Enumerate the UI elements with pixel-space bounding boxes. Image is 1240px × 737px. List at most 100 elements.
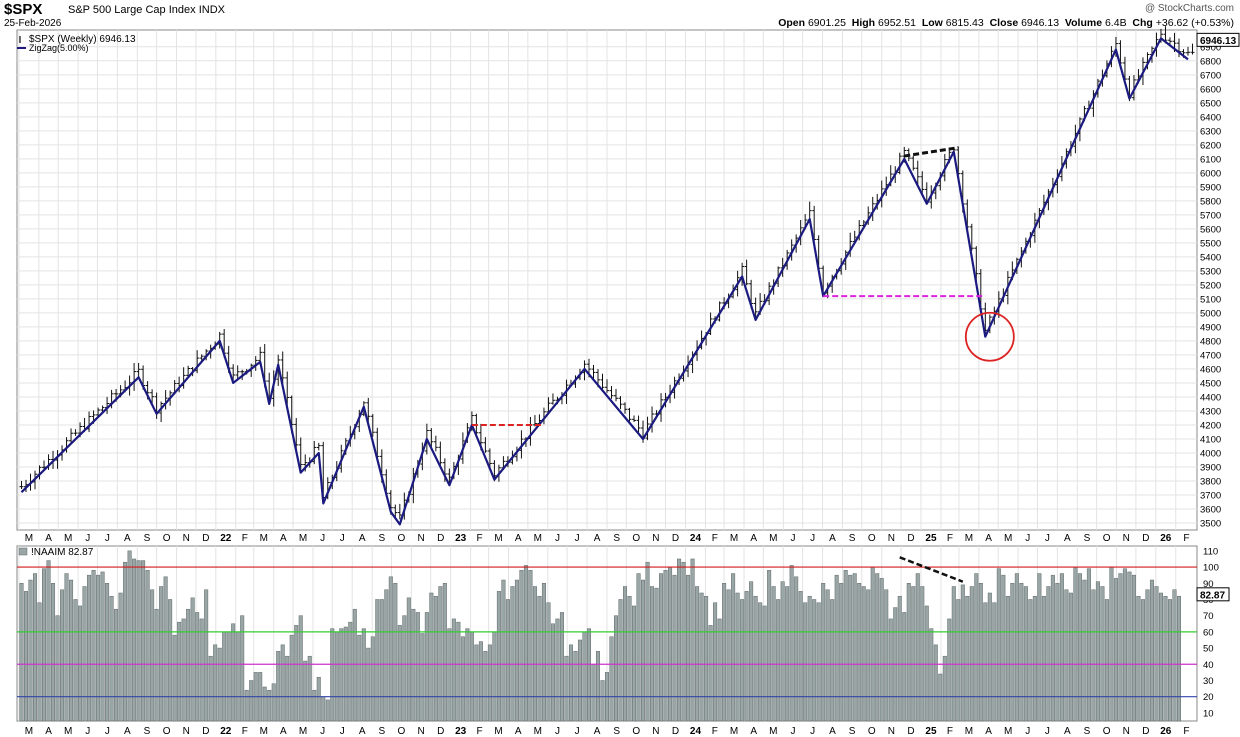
naaim-x-tick-label: D xyxy=(202,726,209,737)
naaim-x-tick-label: O xyxy=(632,726,640,737)
naaim-bar xyxy=(1068,592,1073,722)
naaim-bar xyxy=(1055,583,1060,722)
naaim-bar xyxy=(375,599,380,722)
naaim-bar xyxy=(852,573,857,722)
naaim-bar xyxy=(33,573,38,722)
naaim-bar xyxy=(1086,568,1091,722)
naaim-x-tick-label: F xyxy=(477,726,483,737)
naaim-bar xyxy=(541,583,546,722)
naaim-bar xyxy=(55,615,60,722)
naaim-bar xyxy=(645,561,650,722)
price-x-tick-label: F xyxy=(477,533,483,544)
naaim-bar xyxy=(532,586,537,722)
price-x-tick-label: M xyxy=(64,533,72,544)
naaim-bar xyxy=(492,631,497,722)
price-x-tick-label: D xyxy=(437,533,444,544)
naaim-bar xyxy=(352,608,357,722)
naaim-bar xyxy=(555,618,560,722)
price-x-tick-label: S xyxy=(613,533,620,544)
naaim-bar xyxy=(695,586,700,722)
naaim-bar xyxy=(1019,583,1024,722)
chart-date: 25-Feb-2026 xyxy=(4,18,62,29)
price-x-tick-label: 22 xyxy=(220,533,232,544)
naaim-bar xyxy=(361,628,366,722)
naaim-bar xyxy=(285,655,290,722)
naaim-bar xyxy=(704,595,709,722)
naaim-bar xyxy=(289,634,294,722)
naaim-x-tick-label: A xyxy=(829,726,836,737)
naaim-bar xyxy=(460,636,465,722)
naaim-bar xyxy=(938,673,943,722)
naaim-bar xyxy=(519,570,524,722)
naaim-bar xyxy=(321,696,326,722)
naaim-x-tick-label: A xyxy=(594,726,601,737)
naaim-x-tick-label: J xyxy=(85,726,90,737)
naaim-bar xyxy=(947,618,952,722)
naaim-bar xyxy=(1154,586,1159,722)
price-y-tick-label: 6900 xyxy=(1200,42,1221,53)
naaim-bar xyxy=(879,578,884,722)
price-x-tick-label: N xyxy=(888,533,895,544)
naaim-bar xyxy=(384,589,389,722)
price-y-tick-label: 6000 xyxy=(1200,168,1221,179)
price-x-tick-label: M xyxy=(730,533,738,544)
naaim-bar xyxy=(744,591,749,722)
price-y-tick-label: 3900 xyxy=(1200,462,1221,473)
naaim-bar xyxy=(150,589,155,722)
naaim-bar xyxy=(402,615,407,722)
naaim-y-tick-label: 20 xyxy=(1203,692,1214,703)
price-y-tick-label: 4900 xyxy=(1200,322,1221,333)
naaim-bar xyxy=(888,618,893,722)
naaim-bar xyxy=(1136,595,1141,722)
naaim-bar xyxy=(343,626,348,722)
naaim-bar xyxy=(983,602,988,722)
naaim-bar xyxy=(1050,574,1055,722)
price-y-tick-label: 5200 xyxy=(1200,280,1221,291)
naaim-bar xyxy=(1010,583,1015,722)
naaim-bar xyxy=(105,583,110,722)
naaim-bar xyxy=(348,621,353,722)
price-x-tick-label: M xyxy=(965,533,973,544)
index-name: S&P 500 Large Cap Index xyxy=(68,4,196,16)
naaim-bar xyxy=(1041,595,1046,722)
naaim-bar xyxy=(276,651,281,722)
naaim-bar xyxy=(591,664,596,722)
naaim-bar xyxy=(298,615,303,722)
naaim-bar xyxy=(429,592,434,722)
zigzag-line xyxy=(20,37,1189,526)
naaim-bar xyxy=(1149,579,1154,722)
price-y-tick-label: 4200 xyxy=(1200,420,1221,431)
naaim-bar xyxy=(776,599,781,722)
naaim-bar xyxy=(749,581,754,722)
price-x-tick-label: D xyxy=(672,533,679,544)
naaim-x-tick-label: M xyxy=(25,726,33,737)
naaim-bar xyxy=(136,560,141,722)
naaim-x-tick-label: A xyxy=(750,726,757,737)
price-y-tick-label: 4300 xyxy=(1200,406,1221,417)
naaim-bar xyxy=(1122,568,1127,722)
naaim-bar xyxy=(1140,599,1145,722)
naaim-bar xyxy=(415,612,420,722)
naaim-bar xyxy=(469,631,474,722)
naaim-bar xyxy=(1001,574,1006,722)
naaim-x-tick-label: S xyxy=(378,726,385,737)
price-x-tick-label: N xyxy=(652,533,659,544)
naaim-bar xyxy=(618,599,623,722)
price-y-tick-label: 5700 xyxy=(1200,210,1221,221)
naaim-bar xyxy=(1100,586,1105,722)
naaim-bar xyxy=(523,565,528,722)
naaim-bar xyxy=(46,560,51,722)
naaim-bar xyxy=(19,583,24,722)
naaim-bar xyxy=(325,699,330,722)
price-x-tick-label: S xyxy=(144,533,151,544)
price-y-tick-label: 3800 xyxy=(1200,476,1221,487)
naaim-bar xyxy=(1082,579,1087,722)
naaim-bar xyxy=(681,561,686,722)
naaim-x-tick-label: J xyxy=(320,726,325,737)
price-x-tick-label: M xyxy=(1004,533,1012,544)
naaim-bar xyxy=(478,641,483,722)
naaim-bar xyxy=(798,591,803,722)
price-x-tick-label: N xyxy=(1123,533,1130,544)
naaim-bar xyxy=(1172,589,1177,722)
